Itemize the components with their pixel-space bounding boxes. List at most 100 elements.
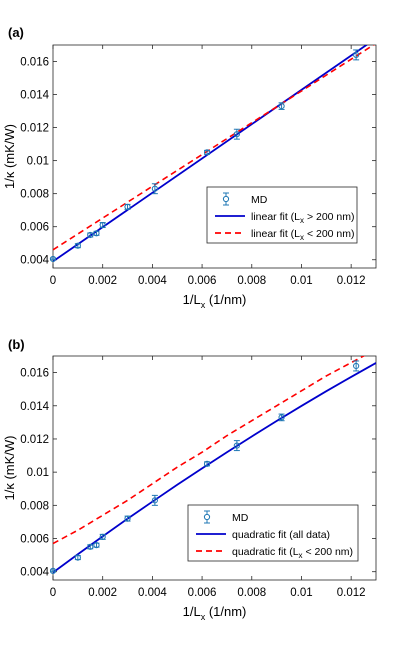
data-marker [233, 442, 240, 449]
legend-label-main: MD [232, 512, 249, 524]
y-tick-label: 0.006 [20, 222, 49, 234]
chart-panel-a: (a) 0 0.002 0.004 0.006 0.008 0.01 0.012 0.004 0.… [2, 25, 377, 310]
x-tick-label: 0 [50, 587, 56, 599]
data-point [151, 494, 158, 506]
y-tick-label: 0.014 [20, 90, 49, 102]
data-marker [74, 242, 81, 249]
y-tick-label: 0.008 [20, 189, 49, 201]
data-marker [353, 51, 360, 59]
data-point [278, 102, 285, 110]
data-marker [124, 203, 131, 210]
solid-fit-line [53, 45, 369, 263]
legend-label-main: linear fit (L [251, 211, 300, 223]
x-tick-label: 0.002 [88, 275, 117, 287]
y-tick-label: 0.006 [20, 534, 49, 546]
legend-label-tail: > 200 nm) [304, 211, 355, 223]
data-marker [49, 567, 57, 574]
data-point [93, 230, 100, 237]
y-tick-label: 0.014 [20, 401, 49, 413]
data-marker [233, 131, 240, 138]
x-tick-label: 0.012 [337, 275, 366, 287]
data-point [124, 203, 131, 210]
data-point [99, 533, 106, 540]
y-tick-label: 0.01 [27, 156, 49, 168]
legend-label: MD [251, 194, 268, 206]
data-marker [278, 103, 285, 110]
legend-marker [222, 195, 230, 203]
data-marker [93, 542, 100, 549]
legend-marker [203, 513, 211, 521]
y-tick-label: 0.004 [20, 567, 49, 579]
data-point [74, 554, 81, 561]
legend-label: linear fit (Lx > 200 nm) [251, 211, 355, 225]
plot-area-frame [52, 44, 377, 269]
data-marker [99, 533, 106, 540]
x-axis-label-main: 1/L [183, 292, 201, 307]
data-point [93, 542, 100, 549]
x-tick-label: 0.012 [337, 587, 366, 599]
y-tick-label: 0.01 [27, 467, 49, 479]
chart-panel-b: (b) 0 0.002 0.004 0.006 0.008 0.01 0.012 0.004 0.… [2, 337, 377, 622]
legend-label-sub: x [300, 233, 304, 242]
legend-label: linear fit (Lx < 200 nm) [251, 228, 355, 242]
dashed-fit-line [53, 45, 375, 251]
data-marker [203, 460, 211, 467]
data-marker [87, 231, 94, 239]
x-tick-label: 0.006 [188, 275, 217, 287]
data-point [99, 221, 106, 229]
data-point [124, 515, 131, 522]
legend-label-tail: < 200 nm) [304, 228, 355, 240]
data-point [353, 360, 360, 372]
data-point [87, 231, 94, 239]
y-tick-label: 0.016 [20, 57, 49, 69]
x-tick-label: 0.002 [88, 587, 117, 599]
data-point [49, 255, 57, 263]
data-point [233, 440, 240, 452]
panel-label: (b) [8, 337, 25, 352]
data-marker [99, 221, 106, 229]
data-point [74, 242, 81, 249]
y-tick-label: 0.012 [20, 434, 49, 446]
data-point [203, 149, 211, 156]
x-axis-label-sub: x [201, 612, 206, 622]
data-marker [203, 149, 211, 156]
data-marker [49, 255, 57, 263]
data-point [233, 128, 240, 140]
legend-label: quadratic fit (all data) [232, 529, 330, 541]
data-marker [151, 497, 158, 504]
legend-label-main: quadratic fit (all data) [232, 529, 330, 541]
data-point [49, 567, 57, 574]
legend: MD quadratic fit (all data) quadratic fit … [187, 504, 359, 562]
dashed-fit-line [53, 356, 366, 545]
x-tick-label: 0 [50, 275, 56, 287]
legend-label-main: MD [251, 194, 268, 206]
panel-label: (a) [8, 25, 24, 40]
legend-label: quadratic fit (Lx < 200 nm) [232, 546, 353, 560]
data-marker [124, 515, 131, 522]
x-axis-label-unit: (1/nm) [205, 604, 246, 619]
data-marker [87, 543, 94, 550]
data-point [353, 49, 360, 61]
data-marker [353, 362, 360, 370]
data-point [87, 543, 94, 550]
data-marker [278, 414, 285, 421]
data-point [151, 183, 158, 195]
x-tick-label: 0.004 [138, 275, 167, 287]
data-point [203, 460, 211, 467]
x-axis-label: 1/Lx (1/nm) [183, 604, 247, 622]
x-axis-label-main: 1/L [183, 604, 201, 619]
y-tick-label: 0.004 [20, 255, 49, 267]
x-tick-label: 0.01 [290, 587, 312, 599]
x-tick-label: 0.006 [188, 587, 217, 599]
legend-label-sub: x [300, 216, 304, 225]
y-tick-label: 0.016 [20, 368, 49, 380]
y-axis-label: 1/κ (mK/W) [2, 124, 17, 189]
x-tick-label: 0.008 [237, 587, 266, 599]
y-tick-label: 0.012 [20, 123, 49, 135]
legend-label: MD [232, 512, 249, 524]
y-axis-label: 1/κ (mK/W) [2, 436, 17, 501]
plot-area-frame [52, 355, 377, 581]
legend-label-main: linear fit (L [251, 228, 300, 240]
